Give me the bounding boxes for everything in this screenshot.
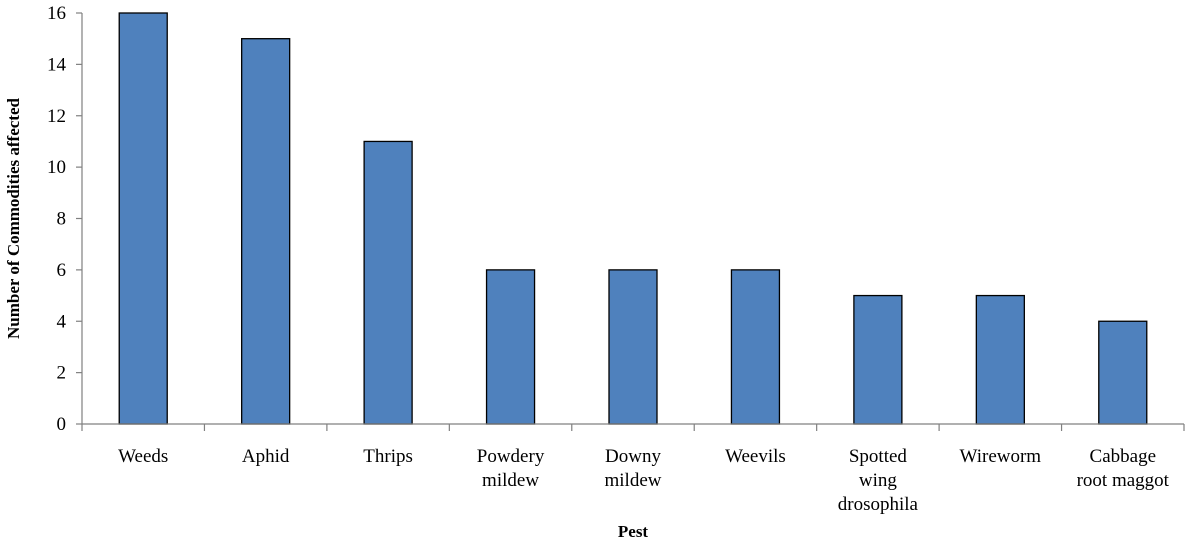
bar xyxy=(241,38,291,425)
bar xyxy=(1098,320,1148,425)
y-tick-label: 6 xyxy=(57,260,67,281)
x-axis-title: Pest xyxy=(618,522,649,541)
y-tick-label: 12 xyxy=(47,106,66,127)
bar xyxy=(975,294,1025,425)
bar xyxy=(730,269,781,425)
x-tick-label: Weeds xyxy=(118,446,168,467)
x-tick-label: Weevils xyxy=(725,446,786,467)
y-tick-label: 10 xyxy=(47,157,66,178)
x-tick-label: Aphid xyxy=(242,446,290,467)
bar xyxy=(363,140,413,425)
y-tick-label: 8 xyxy=(57,209,67,230)
bar xyxy=(118,12,168,425)
x-tick-label: Cabbage root maggot xyxy=(1077,446,1170,491)
x-axis-ticks xyxy=(81,424,1185,431)
y-tick-label: 16 xyxy=(47,3,66,24)
bar xyxy=(608,269,658,425)
bars xyxy=(118,12,1148,425)
x-axis-labels: Weeds Aphid Thrips Powdery mildew Downy mildew… xyxy=(118,446,1170,515)
x-tick-label: Wireworm xyxy=(960,446,1042,467)
y-tick-label: 14 xyxy=(47,54,67,75)
y-axis-ticks: 0 2 4 6 8 10 12 14 16 xyxy=(47,3,82,435)
x-tick-label: Thrips xyxy=(363,446,413,467)
y-tick-label: 4 xyxy=(57,311,67,332)
x-tick-label: Spotted wing drosophila xyxy=(838,446,919,515)
bar xyxy=(853,294,903,425)
x-tick-label: Powdery mildew xyxy=(477,446,545,491)
y-tick-label: 2 xyxy=(57,363,67,384)
y-axis-title: Number of Commodities affected xyxy=(4,97,23,338)
y-tick-label: 0 xyxy=(57,414,67,435)
bar xyxy=(485,269,536,425)
x-tick-label: Downy mildew xyxy=(605,446,662,491)
